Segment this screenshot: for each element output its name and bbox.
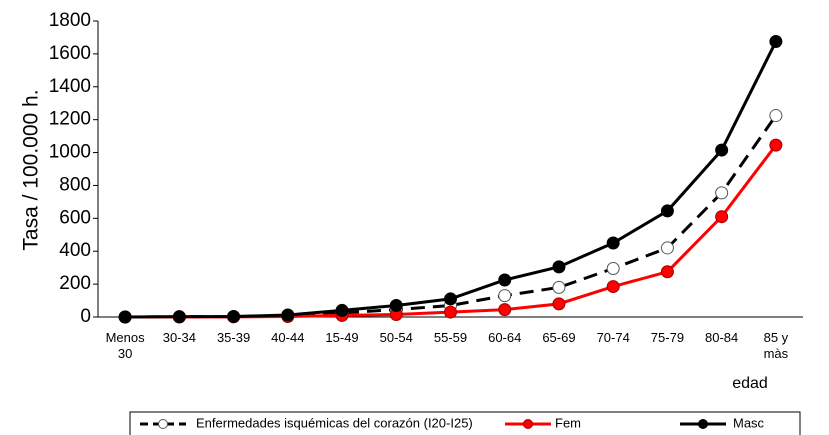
data-point xyxy=(172,310,186,324)
data-point xyxy=(715,186,729,200)
data-point xyxy=(498,273,512,287)
data-point xyxy=(606,261,620,275)
legend-marker xyxy=(698,419,708,429)
x-tick-label: 65-69 xyxy=(542,330,575,345)
data-point xyxy=(715,210,729,224)
x-axis-label: edad xyxy=(732,375,768,392)
data-point xyxy=(769,35,783,49)
x-tick-label: 40-44 xyxy=(271,330,304,345)
y-tick-label: 200 xyxy=(59,273,91,294)
legend-marker xyxy=(158,419,168,429)
y-tick-label: 1400 xyxy=(49,76,91,97)
y-tick-label: 600 xyxy=(59,207,91,228)
x-tick-label: 85 y màs xyxy=(764,330,789,361)
series-line xyxy=(125,144,778,319)
data-point xyxy=(660,265,674,279)
x-tick-label: Menos 30 xyxy=(106,330,146,361)
data-point xyxy=(660,204,674,218)
x-tick-label: 75-79 xyxy=(651,330,684,345)
legend-label: Enfermedades isquémicas del corazón (I20… xyxy=(196,415,473,430)
y-tick-label: 800 xyxy=(59,174,91,195)
data-point xyxy=(444,292,457,306)
y-tick-label: 1000 xyxy=(49,142,91,163)
y-tick-label: 1200 xyxy=(49,109,91,130)
x-tick-label: 35-39 xyxy=(217,330,250,345)
data-point xyxy=(498,303,512,317)
x-tick-label: 60-64 xyxy=(488,330,521,345)
legend-label: Masc xyxy=(733,415,765,430)
x-tick-label: 70-74 xyxy=(597,330,630,345)
data-point xyxy=(281,308,295,322)
data-point xyxy=(335,303,349,317)
legend-label: Fem xyxy=(555,415,581,430)
data-point xyxy=(389,298,403,312)
y-tick-label: 1800 xyxy=(49,10,91,31)
data-point xyxy=(606,280,620,294)
x-tick-label: 80-84 xyxy=(705,330,738,345)
x-tick-label: 55-59 xyxy=(434,330,467,345)
data-point xyxy=(660,241,674,255)
data-point xyxy=(769,138,783,152)
x-tick-label: 50-54 xyxy=(380,330,413,345)
y-axis-label: Tasa / 100.000 h. xyxy=(20,89,43,250)
data-point xyxy=(769,109,783,123)
data-point xyxy=(552,280,566,294)
legend-box xyxy=(129,411,801,435)
data-point xyxy=(118,310,132,324)
x-tick-label: 30-34 xyxy=(163,330,196,345)
data-point xyxy=(444,305,457,319)
y-tick-label: 1600 xyxy=(49,43,91,64)
data-point xyxy=(227,310,241,324)
data-point xyxy=(606,236,620,250)
series-line xyxy=(125,40,778,319)
y-tick-label: 0 xyxy=(80,306,91,327)
data-point xyxy=(498,289,512,303)
data-point xyxy=(552,297,566,311)
series-line xyxy=(125,114,778,319)
data-point xyxy=(552,260,566,274)
x-tick-label: 15-49 xyxy=(325,330,358,345)
legend-marker xyxy=(523,419,533,429)
data-point xyxy=(715,143,729,157)
y-tick-label: 400 xyxy=(59,240,91,261)
